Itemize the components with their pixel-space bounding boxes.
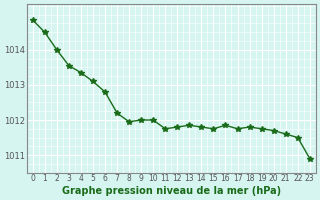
X-axis label: Graphe pression niveau de la mer (hPa): Graphe pression niveau de la mer (hPa) <box>62 186 281 196</box>
